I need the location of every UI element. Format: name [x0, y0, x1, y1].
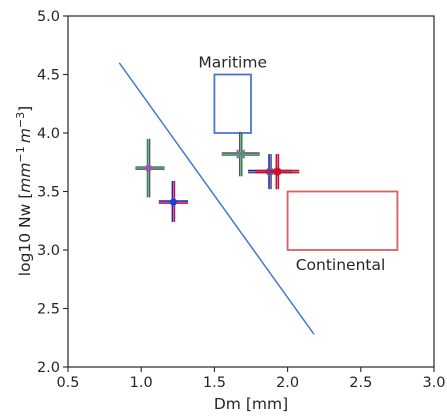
region-label-maritime: Maritime	[198, 54, 267, 72]
x-axis-label: Dm [mm]	[214, 395, 288, 413]
y-tick-label: 4.0	[37, 126, 60, 142]
x-tick-label: 1.5	[203, 375, 226, 391]
point-marker	[266, 168, 274, 176]
x-tick-label: 1.0	[130, 375, 153, 391]
y-tick-label: 2.5	[37, 302, 60, 318]
y-axis-label: log10 Nw [mm−1 m−3]	[14, 106, 34, 276]
x-tick-label: 2.5	[349, 375, 372, 391]
point-marker	[145, 165, 152, 172]
y-tick-label: 3.5	[37, 185, 60, 201]
y-tick-label: 3.0	[37, 243, 60, 259]
x-tick-label: 0.5	[56, 375, 79, 391]
region-label-continental: Continental	[296, 256, 386, 274]
y-tick-label: 2.0	[37, 360, 60, 376]
point-marker	[273, 168, 281, 176]
y-tick-label: 4.5	[37, 68, 60, 84]
x-tick-label: 2.0	[276, 375, 299, 391]
y-tick-label: 5.0	[37, 9, 60, 25]
point-marker	[170, 198, 177, 205]
x-tick-label: 3.0	[422, 375, 445, 391]
